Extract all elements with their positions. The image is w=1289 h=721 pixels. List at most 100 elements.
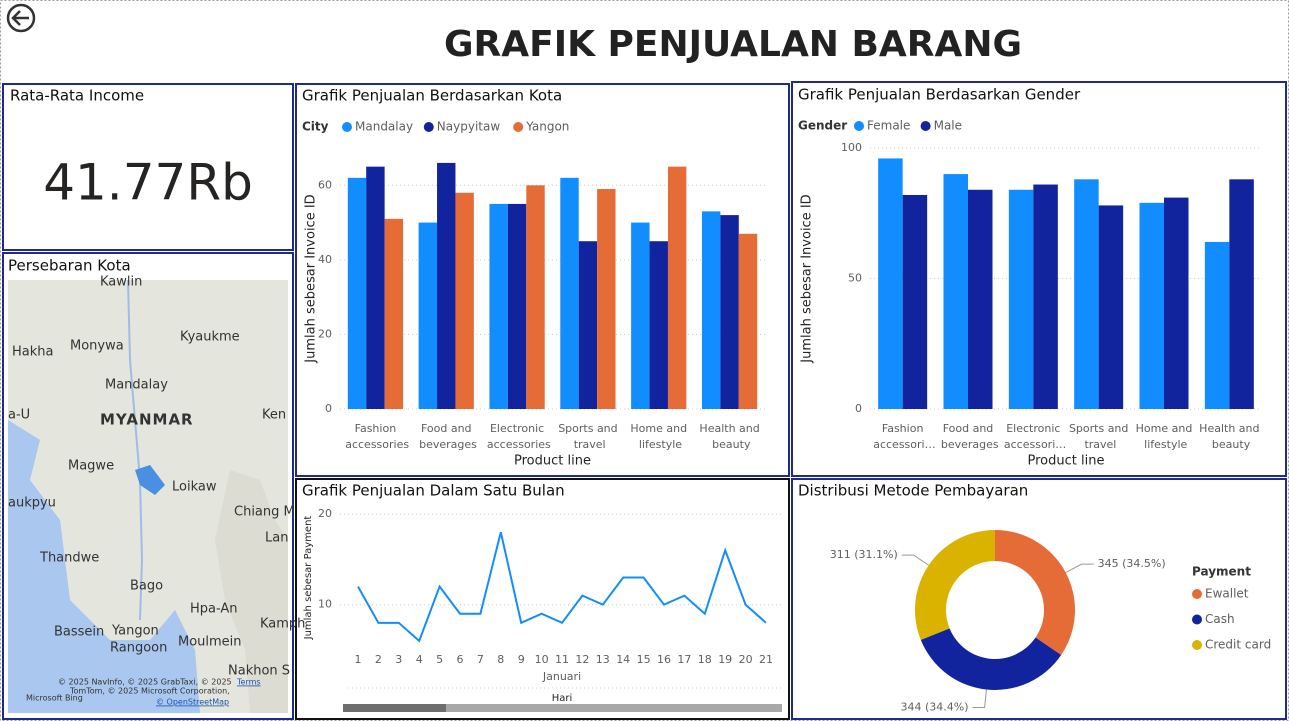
x-tick-label: 1	[355, 653, 362, 666]
x-tick-label: 14	[616, 653, 630, 666]
x-tick-label: 4	[416, 653, 423, 666]
map-credit: TomTom, © 2025 Microsoft Corporation,	[69, 687, 230, 696]
map-place-label: Thandwe	[39, 551, 99, 566]
bar	[1204, 241, 1230, 409]
map-place-label: Chiang M	[234, 505, 295, 520]
bar	[1033, 184, 1058, 409]
y-axis-title: Jumlah sebesar Invoice ID	[800, 194, 815, 363]
x-tick-label: 10	[535, 653, 549, 666]
legend-marker	[513, 122, 524, 132]
legend-marker	[342, 122, 352, 132]
x-tick-label: 3	[395, 653, 402, 666]
legend-marker	[1192, 640, 1202, 650]
line-card	[295, 478, 790, 720]
donut-slice	[915, 530, 995, 640]
scrollbar-thumb[interactable]	[343, 704, 446, 712]
map-place-label: a-U	[8, 408, 30, 423]
legend-label: Female	[867, 119, 910, 133]
x-tick-label: Electronic accessori…	[1000, 422, 1066, 451]
map-place-label: Hakha	[12, 345, 53, 360]
y-tick-label: 0	[325, 402, 332, 415]
x-tick-label: Electronic accessories	[483, 422, 551, 451]
map-place-label: Kyaukme	[180, 330, 240, 345]
line-series	[357, 531, 767, 643]
chart-title: Grafik Penjualan Berdasarkan Gender	[798, 86, 1081, 104]
donut-slice	[920, 628, 1062, 691]
bar	[455, 192, 474, 409]
scrollbar-track[interactable]	[446, 704, 782, 712]
legend-title: Payment	[1192, 565, 1251, 579]
map-place-label: Moulmein	[178, 635, 242, 650]
chart-title: Grafik Penjualan Berdasarkan Kota	[302, 87, 562, 105]
map-credit: © 2025 NavInfo, © 2025 GrabTaxi, © 2025	[58, 678, 232, 687]
x-tick-label: Food and beverages	[937, 422, 999, 451]
x-tick-label: 12	[575, 653, 589, 666]
bar	[667, 166, 687, 409]
y-axis-title: Jumlah sebesar Invoice ID	[304, 194, 319, 363]
kpi-card	[2, 83, 294, 251]
data-label: 344 (34.4%)	[901, 700, 969, 713]
x-tick-label: Home and lifestyle	[1136, 422, 1193, 451]
bar	[437, 162, 456, 409]
bar	[597, 189, 616, 409]
x-tick-label: 17	[677, 653, 691, 666]
bar	[560, 177, 579, 409]
map-place-label: Mandalay	[105, 378, 168, 393]
page-title: GRAFIK PENJUALAN BARANG	[444, 24, 1022, 65]
y-tick-label: 0	[855, 402, 862, 415]
legend-label: Male	[934, 119, 962, 133]
y-axis-title: Jumlah sebesar Payment	[303, 516, 314, 641]
x-tick-label: 21	[759, 653, 773, 666]
x-tick-label: Fashion accessori…	[870, 422, 936, 451]
map-place-label: Bago	[130, 579, 163, 594]
map-place-label: Hpa-An	[190, 602, 238, 617]
map-place-label: Kamph	[260, 617, 305, 632]
map-place-label: Rangoon	[110, 641, 167, 656]
map-credit: © OpenStreetMap	[156, 698, 229, 707]
legend-label: Yangon	[525, 120, 569, 134]
kpi-label: Rata-Rata Income	[10, 87, 144, 105]
x-tick-label: Health and beauty	[699, 422, 759, 451]
bar	[720, 215, 739, 409]
map-place-label: Magwe	[68, 459, 114, 474]
x-tick-label: Food and beverages	[416, 422, 478, 451]
bar	[738, 233, 758, 409]
bar	[1074, 179, 1099, 409]
x-tick-label: 18	[698, 653, 712, 666]
bar	[1098, 205, 1124, 409]
legend-label: Credit card	[1205, 638, 1271, 652]
bar	[968, 189, 993, 409]
legend-marker	[423, 122, 434, 132]
x-tick-label: Sports and travel	[558, 422, 617, 451]
map-place-label: Yangon	[111, 624, 159, 639]
map-credit: Terms	[236, 678, 261, 687]
donut-card	[791, 478, 1287, 720]
map-place-label: MYANMAR	[100, 411, 194, 429]
map-place-label: Monywa	[70, 339, 124, 354]
legend-title: Gender	[798, 119, 847, 133]
back-button[interactable]	[6, 3, 36, 33]
y-tick-label: 20	[318, 327, 332, 340]
legend-label: Cash	[1205, 612, 1235, 626]
x-tick-label: 19	[718, 653, 732, 666]
x-tick-label: 13	[596, 653, 610, 666]
x-tick-label: Sports and travel	[1069, 422, 1128, 451]
chart-title: Distribusi Metode Pembayaran	[798, 482, 1028, 500]
y-tick-label: 100	[841, 141, 862, 154]
bar	[878, 158, 903, 409]
bar	[526, 185, 545, 409]
chart-title: Grafik Penjualan Dalam Satu Bulan	[302, 482, 565, 500]
x-tick-label: 11	[555, 653, 569, 666]
bar	[1229, 179, 1254, 409]
map-place-label: Lan	[265, 531, 288, 546]
bar	[943, 174, 968, 409]
bar	[1164, 197, 1189, 409]
y-tick-label: 50	[848, 272, 862, 285]
map-title: Persebaran Kota	[8, 257, 131, 275]
kpi-value: 41.77Rb	[43, 154, 253, 212]
legend-marker	[854, 121, 864, 131]
bar	[578, 241, 598, 409]
map-place-label: Loikaw	[172, 480, 217, 495]
x-tick-label: Home and lifestyle	[630, 422, 687, 451]
x-tick-label: 5	[436, 653, 443, 666]
